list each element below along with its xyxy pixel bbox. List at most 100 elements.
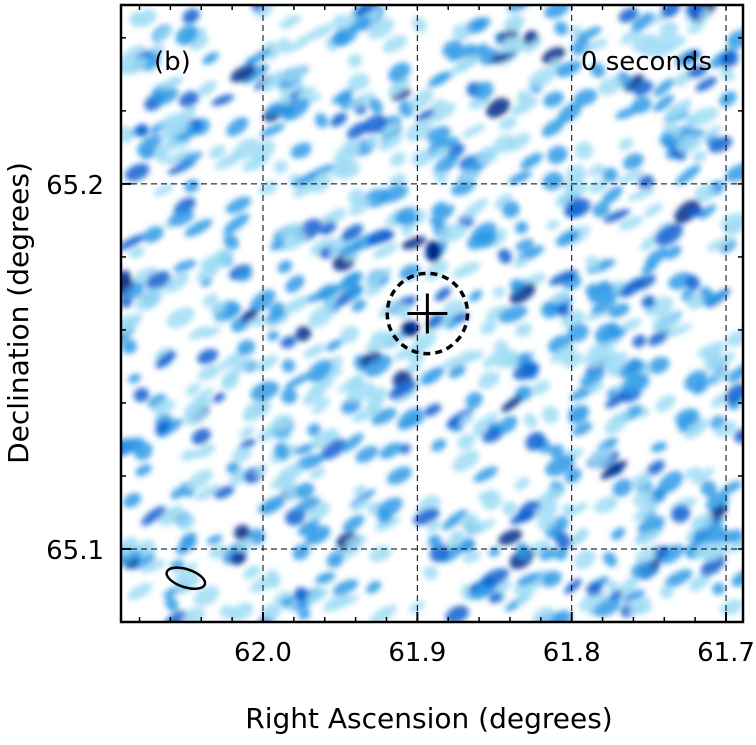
intensity-blob bbox=[612, 478, 633, 497]
intensity-blob bbox=[338, 242, 363, 256]
intensity-blob bbox=[684, 418, 710, 440]
intensity-blob bbox=[371, 407, 397, 425]
intensity-blob bbox=[590, 297, 616, 315]
panel-label: (b) bbox=[154, 47, 191, 77]
intensity-blob bbox=[618, 7, 639, 23]
intensity-blob bbox=[366, 580, 382, 594]
intensity-blob bbox=[293, 496, 321, 513]
intensity-blob bbox=[658, 471, 684, 494]
intensity-blob bbox=[627, 187, 656, 201]
intensity-blob bbox=[386, 466, 412, 485]
intensity-blob bbox=[452, 450, 480, 472]
intensity-blob bbox=[254, 463, 268, 476]
intensity-blob bbox=[580, 368, 605, 387]
intensity-blob bbox=[240, 308, 259, 323]
intensity-blob bbox=[588, 447, 612, 468]
intensity-blob bbox=[320, 220, 337, 236]
intensity-blob bbox=[710, 392, 730, 408]
intensity-blob bbox=[210, 301, 226, 315]
intensity-blob bbox=[164, 596, 179, 612]
intensity-blob bbox=[481, 427, 504, 443]
intensity-blob bbox=[334, 594, 359, 608]
intensity-blob bbox=[397, 407, 423, 430]
intensity-blob bbox=[188, 326, 211, 340]
intensity-blob bbox=[617, 169, 644, 185]
intensity-blob bbox=[445, 605, 469, 622]
intensity-blob bbox=[550, 610, 572, 622]
intensity-blob bbox=[455, 541, 476, 553]
intensity-blob bbox=[337, 374, 365, 393]
intensity-blob bbox=[664, 245, 682, 260]
intensity-blob bbox=[349, 197, 371, 216]
intensity-blob bbox=[665, 323, 693, 338]
intensity-blob bbox=[706, 237, 733, 252]
intensity-blob bbox=[605, 388, 631, 409]
intensity-blob bbox=[280, 597, 294, 607]
intensity-blob bbox=[431, 438, 447, 452]
intensity-blob bbox=[189, 387, 215, 408]
intensity-blob bbox=[513, 577, 544, 595]
intensity-blob bbox=[500, 36, 520, 54]
intensity-blob bbox=[141, 147, 156, 160]
intensity-blob bbox=[202, 293, 218, 307]
intensity-blob bbox=[400, 223, 414, 236]
intensity-blob bbox=[428, 534, 442, 549]
intensity-blob bbox=[223, 213, 250, 235]
intensity-blob bbox=[452, 23, 470, 42]
intensity-blob bbox=[261, 500, 285, 515]
intensity-blob bbox=[421, 366, 445, 385]
intensity-blob bbox=[431, 99, 446, 110]
intensity-blob bbox=[497, 248, 512, 264]
intensity-blob bbox=[273, 442, 290, 460]
intensity-blob bbox=[632, 334, 647, 348]
intensity-blob bbox=[265, 309, 286, 323]
intensity-blob bbox=[218, 350, 245, 370]
intensity-blob bbox=[159, 76, 184, 90]
intensity-blob bbox=[228, 468, 250, 486]
intensity-blob bbox=[603, 209, 631, 223]
intensity-blob bbox=[317, 283, 339, 300]
intensity-blob bbox=[388, 380, 417, 400]
intensity-blob bbox=[196, 264, 220, 282]
intensity-blob bbox=[550, 345, 577, 364]
intensity-blob bbox=[482, 350, 505, 369]
intensity-blob bbox=[452, 261, 481, 278]
intensity-blob bbox=[302, 388, 326, 406]
intensity-blob bbox=[506, 133, 531, 152]
intensity-blob bbox=[476, 148, 498, 165]
intensity-blob bbox=[173, 562, 198, 583]
intensity-blob bbox=[516, 89, 532, 105]
intensity-blob bbox=[565, 502, 589, 517]
intensity-blob bbox=[307, 359, 333, 383]
intensity-blob bbox=[197, 348, 219, 365]
intensity-blob bbox=[141, 539, 157, 555]
intensity-blob bbox=[712, 582, 725, 596]
intensity-blob bbox=[549, 444, 564, 459]
intensity-blob bbox=[570, 38, 590, 56]
intensity-blob bbox=[304, 525, 331, 545]
intensity-blob bbox=[253, 315, 268, 328]
intensity-blob bbox=[488, 579, 512, 598]
intensity-blob bbox=[391, 88, 412, 101]
intensity-blob bbox=[429, 204, 455, 226]
intensity-blob bbox=[411, 150, 432, 167]
intensity-blob bbox=[637, 516, 665, 532]
intensity-blob bbox=[615, 106, 639, 120]
intensity-blob bbox=[688, 573, 711, 592]
intensity-blob bbox=[621, 373, 650, 394]
intensity-blob bbox=[485, 97, 511, 118]
beam-ellipse bbox=[165, 566, 207, 590]
intensity-blob bbox=[320, 438, 347, 460]
intensity-blob bbox=[554, 547, 568, 561]
intensity-blob bbox=[351, 299, 367, 312]
intensity-blob bbox=[653, 94, 675, 112]
intensity-blob bbox=[412, 16, 427, 34]
intensity-blob bbox=[557, 102, 583, 124]
intensity-blob bbox=[232, 446, 252, 463]
intensity-blob bbox=[653, 78, 675, 97]
intensity-blob bbox=[471, 222, 497, 243]
intensity-blob bbox=[502, 501, 518, 516]
intensity-blob bbox=[551, 290, 570, 304]
intensity-blob bbox=[133, 387, 150, 403]
intensity-blob bbox=[381, 122, 401, 136]
